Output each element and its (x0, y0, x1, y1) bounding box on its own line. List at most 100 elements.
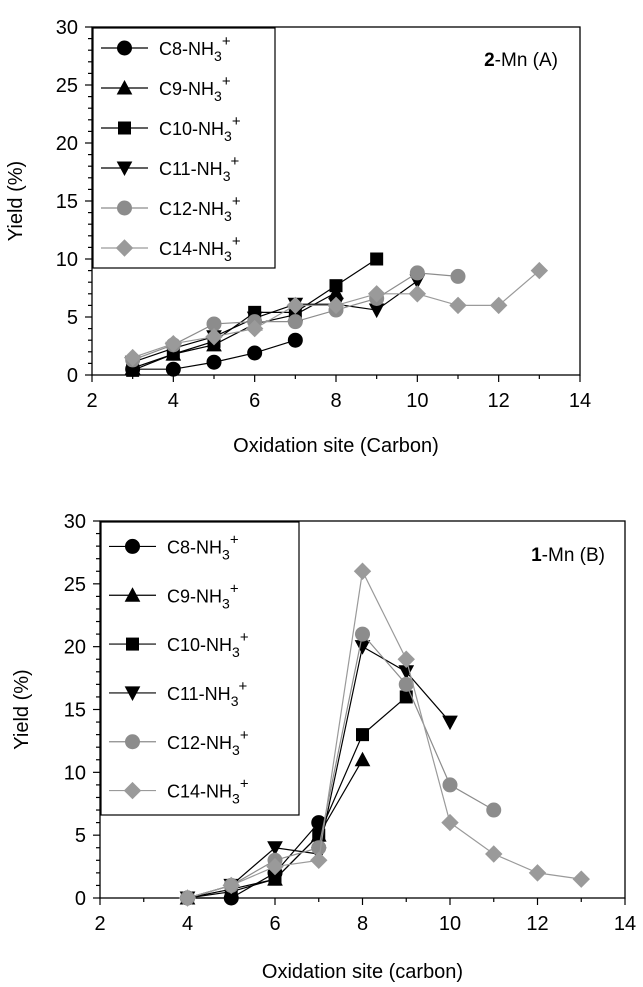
legend-label-sub: 3 (232, 791, 240, 807)
series-line (187, 696, 407, 899)
legend-label: C8-NH3+ (167, 531, 239, 562)
y-tick-label: 25 (64, 574, 86, 596)
legend-marker (115, 239, 134, 257)
y-tick-label: 30 (56, 17, 78, 39)
legend-marker (125, 538, 140, 554)
legend-label-main: C14-NH (159, 239, 224, 259)
legend-marker (124, 686, 141, 701)
data-point (164, 334, 183, 353)
y-axis-title: Yield (%) (11, 669, 33, 749)
data-point (441, 813, 459, 832)
y-axis: 0 5 10 15 20 25 30 (56, 17, 92, 387)
legend-entry: C12-NH3+ (101, 193, 241, 224)
legend-entry: C11-NH3+ (101, 153, 239, 184)
data-point (286, 296, 305, 315)
x-axis-title: Oxidation site (Carbon) (233, 435, 439, 457)
legend-label-main: C9-NH (159, 79, 214, 99)
legend-label-sup: + (222, 33, 231, 50)
legend-label-sub: 3 (224, 128, 232, 144)
legend-label: C9-NH3+ (159, 73, 231, 104)
data-point (222, 876, 240, 895)
panel-label-number: 1 (531, 545, 542, 566)
legend-label-sup: + (238, 678, 247, 695)
legend-label-main: C14-NH (167, 782, 232, 802)
legend-entry: C14-NH3+ (101, 233, 241, 264)
legend-marker (116, 161, 133, 177)
legend-entry: C8-NH3+ (101, 33, 231, 64)
y-tick-label: 15 (64, 700, 86, 722)
data-point (449, 296, 467, 315)
y-tick-label: 0 (67, 365, 78, 387)
legend-label-main: C8-NH (167, 537, 222, 557)
legend-label-sup: + (230, 531, 239, 548)
legend-label-main: C10-NH (167, 635, 232, 655)
legend-entry: C8-NH3+ (109, 531, 239, 562)
x-tick-label: 2 (94, 913, 105, 935)
legend-entry: C9-NH3+ (101, 73, 231, 104)
legend-box (100, 521, 300, 816)
y-tick-label: 10 (64, 762, 86, 784)
legend-label-main: C12-NH (159, 199, 224, 219)
data-point (178, 889, 197, 907)
legend-label-main: C11-NH (159, 159, 223, 179)
legend-label: C10-NH3+ (159, 113, 241, 144)
data-point (572, 870, 590, 888)
legend-marker (126, 637, 139, 651)
data-point (123, 348, 142, 367)
legend-label: C8-NH3+ (159, 33, 231, 64)
y-tick-label: 20 (64, 637, 86, 659)
y-tick-label: 15 (56, 191, 78, 213)
y-axis: 0 5 10 15 20 25 30 (64, 511, 100, 910)
data-point (354, 751, 371, 767)
legend-label-sub: 3 (222, 595, 230, 611)
x-tick-label: 8 (357, 913, 368, 935)
data-point (247, 345, 263, 361)
chart-panel-a: 2 4 6 8 10 12 14 0 5 10 15 20 25 30 Oxidation site (Ca… (5, 17, 591, 457)
legend-label-sup: + (240, 776, 249, 793)
panel-label: 2-Mn (A) (484, 50, 558, 71)
data-point (287, 332, 303, 348)
legend-label-main: C11-NH (167, 684, 231, 704)
legend-marker (124, 587, 141, 602)
data-point (370, 252, 384, 266)
x-tick-label: 6 (249, 390, 260, 412)
data-point (287, 314, 303, 330)
data-point (266, 857, 284, 876)
legend-label: C12-NH3+ (167, 727, 249, 758)
data-point (442, 777, 458, 793)
x-tick-label: 12 (526, 913, 548, 935)
legend: C8-NH3+C9-NH3+C10-NH3+C11-NH3+C12-NH3+C1… (100, 521, 300, 816)
data-point (310, 851, 328, 870)
legend-marker (118, 121, 131, 135)
legend-box (92, 27, 276, 269)
data-point (206, 354, 222, 370)
x-tick-label: 2 (86, 390, 97, 412)
legend-marker (117, 200, 132, 216)
legend-entry: C10-NH3+ (109, 629, 249, 660)
y-tick-label: 25 (56, 75, 78, 97)
legend-entry: C9-NH3+ (109, 580, 239, 611)
legend-label-sub: 3 (223, 168, 231, 184)
legend-label: C14-NH3+ (167, 776, 249, 807)
x-tick-label: 4 (182, 913, 193, 935)
y-tick-label: 30 (64, 511, 86, 533)
legend-label-sub: 3 (224, 208, 232, 224)
legend-label-sup: + (232, 233, 241, 250)
panel-label-text: -Mn (A) (495, 50, 558, 71)
data-point (367, 285, 386, 303)
data-point (489, 296, 508, 315)
y-tick-label: 5 (75, 825, 86, 847)
data-point (485, 845, 503, 863)
data-point (355, 626, 370, 642)
x-tick-label: 8 (330, 390, 341, 412)
legend-label-sub: 3 (224, 248, 232, 264)
legend-label-sup: + (222, 73, 231, 90)
legend-label-sup: + (232, 113, 241, 130)
x-tick-label: 14 (614, 913, 636, 935)
legend-label-sub: 3 (232, 742, 240, 758)
legend-label-sup: + (232, 193, 241, 210)
legend-marker (125, 734, 140, 750)
x-tick-label: 6 (269, 913, 280, 935)
legend-label-sup: + (230, 153, 239, 170)
